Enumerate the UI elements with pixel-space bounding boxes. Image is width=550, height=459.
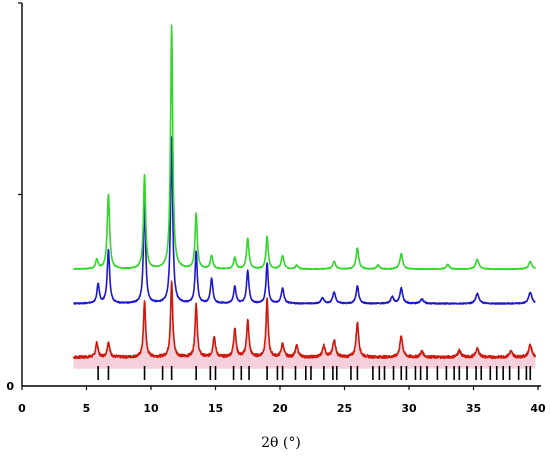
x-axis-title: 2θ (°) (261, 435, 301, 451)
axes-layer (21, 3, 541, 387)
x-tick-label-20: 20 (272, 402, 288, 415)
x-tick-label-15: 15 (208, 402, 223, 415)
y-tick-label-0: 0 (6, 380, 14, 393)
x-tick-label-35: 35 (466, 402, 481, 415)
series-0-line (73, 280, 536, 360)
series-0-fill (73, 281, 536, 369)
series-layer (72, 24, 536, 360)
x-tick-label-25: 25 (337, 402, 352, 415)
x-tick-label-40: 40 (530, 402, 546, 415)
x-ticks-layer: 0 5 10 15 20 25 30 35 40 0 (6, 2, 546, 415)
fill-layer (73, 281, 536, 369)
series-2-line (72, 24, 536, 271)
reference-ticks-layer (97, 366, 532, 380)
x-tick-label-30: 30 (401, 402, 417, 415)
x-tick-label-0: 0 (18, 402, 26, 415)
series-1-line (73, 136, 536, 305)
x-tick-label-10: 10 (143, 402, 159, 415)
x-tick-label-5: 5 (83, 402, 91, 415)
